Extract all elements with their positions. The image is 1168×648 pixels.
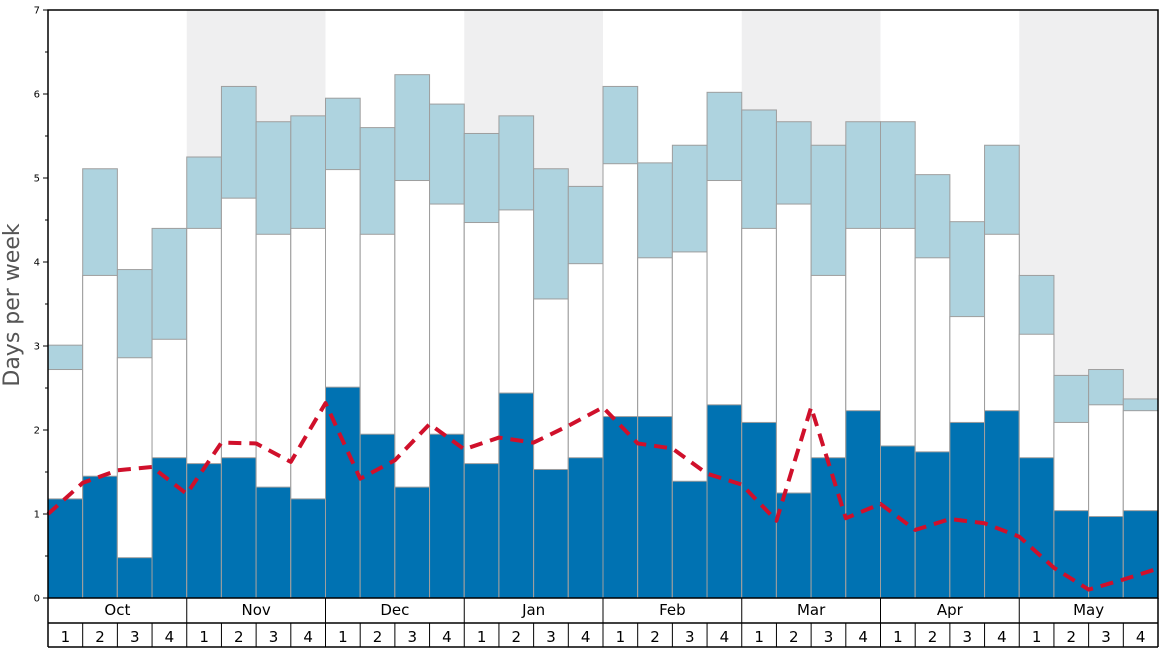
y-tick-label: 7 (34, 6, 40, 17)
week-label: 1 (893, 628, 903, 646)
bar-dark-13 (463, 463, 500, 599)
bar-dark-16 (567, 457, 604, 599)
bar-dark-4 (151, 457, 188, 599)
bar-dark-29 (1018, 457, 1055, 599)
week-label: 2 (234, 628, 244, 646)
week-label: 1 (61, 628, 71, 646)
week-label: 1 (477, 628, 487, 646)
bar-dark-10 (359, 433, 396, 599)
week-label: 2 (928, 628, 938, 646)
month-label-oct: Oct (104, 601, 130, 619)
y-tick-label: 6 (34, 90, 40, 101)
bar-dark-28 (984, 410, 1020, 599)
bar-dark-6 (220, 457, 257, 599)
week-label: 4 (1136, 628, 1146, 646)
week-label: 2 (789, 628, 799, 646)
week-label: 3 (269, 628, 279, 646)
bar-dark-19 (671, 480, 708, 599)
week-label: 1 (199, 628, 209, 646)
week-label: 4 (303, 628, 313, 646)
bar-dark-32 (1122, 510, 1159, 599)
y-tick-label: 5 (34, 174, 40, 185)
month-label-apr: Apr (937, 601, 964, 619)
week-label: 3 (407, 628, 417, 646)
bar-stack-layer (47, 74, 1159, 599)
week-label: 2 (1067, 628, 1077, 646)
bar-dark-21 (741, 421, 777, 599)
week-label: 1 (754, 628, 764, 646)
bar-dark-3 (116, 557, 153, 599)
y-tick-label: 2 (34, 426, 40, 437)
y-axis-label: Days per week (0, 223, 25, 386)
bar-dark-9 (325, 386, 361, 599)
bar-dark-1 (47, 498, 84, 599)
bar-dark-2 (82, 475, 118, 599)
bar-dark-14 (498, 392, 535, 599)
week-label: 3 (130, 628, 140, 646)
month-label-mar: Mar (797, 601, 826, 619)
bar-dark-7 (255, 486, 292, 599)
average-line-layer (46, 401, 1159, 592)
y-tick-label: 0 (34, 594, 40, 605)
week-label: 4 (720, 628, 730, 646)
bar-dark-26 (914, 451, 951, 599)
bar-dark-25 (880, 445, 916, 599)
bar-dark-31 (1088, 516, 1124, 599)
month-label-dec: Dec (380, 601, 409, 619)
axis-layer: 0 1 2 3 4 5 6 7 Oct 1 2 3 4 Nov 1 2 3 4 Dec 1 2 3 4 Jan 1 2 3 4 Feb 1… (34, 6, 1159, 648)
bar-dark-17 (602, 416, 639, 599)
bar-dark-11 (394, 486, 431, 599)
bar-dark-15 (533, 468, 569, 599)
week-label: 1 (616, 628, 626, 646)
bar-dark-24 (845, 410, 881, 599)
week-label: 1 (1032, 628, 1042, 646)
week-label: 4 (165, 628, 175, 646)
month-label-nov: Nov (241, 601, 270, 619)
bar-dark-8 (290, 498, 326, 599)
week-label: 2 (512, 628, 522, 646)
week-label: 2 (373, 628, 383, 646)
week-label: 4 (997, 628, 1007, 646)
bar-dark-23 (810, 457, 847, 599)
month-label-jan: Jan (521, 601, 545, 619)
bar-dark-20 (706, 404, 743, 599)
week-label: 2 (95, 628, 105, 646)
y-tick-label: 4 (34, 258, 40, 269)
week-label: 2 (650, 628, 660, 646)
week-label: 3 (546, 628, 556, 646)
bar-dark-27 (949, 421, 986, 599)
week-label: 3 (824, 628, 834, 646)
bar-dark-22 (775, 492, 812, 599)
bar-dark-12 (429, 433, 465, 599)
week-label: 4 (442, 628, 452, 646)
week-label: 4 (581, 628, 591, 646)
week-label: 3 (685, 628, 695, 646)
y-tick-label: 3 (34, 342, 40, 353)
y-tick-label: 1 (34, 510, 40, 521)
average-line (46, 401, 1159, 592)
week-label: 3 (962, 628, 972, 646)
week-label: 4 (858, 628, 868, 646)
week-label: 3 (1101, 628, 1111, 646)
month-label-feb: Feb (659, 601, 686, 619)
month-label-may: May (1073, 601, 1104, 619)
week-label: 1 (338, 628, 348, 646)
